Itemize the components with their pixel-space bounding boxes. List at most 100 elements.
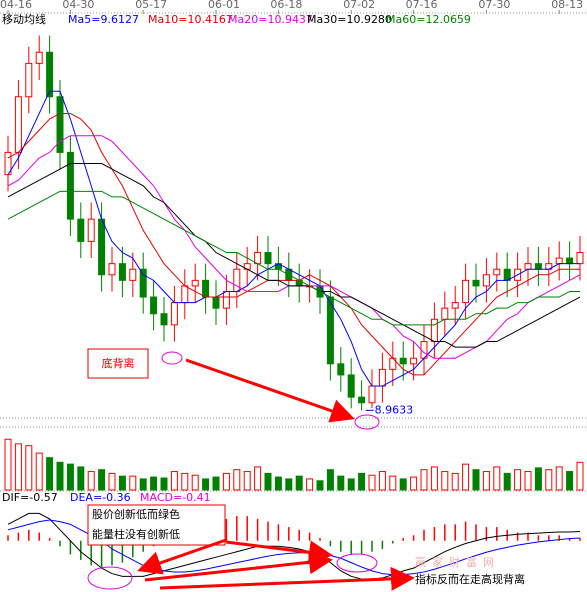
candle-body xyxy=(46,51,54,98)
volume-bar xyxy=(118,475,126,491)
ma-title: 移动均线 xyxy=(2,12,46,26)
candle-body xyxy=(430,318,438,343)
candle-body xyxy=(35,51,43,64)
volume-bar xyxy=(358,472,366,491)
volume-bar xyxy=(555,466,563,491)
candle-body xyxy=(337,363,345,376)
volume-bar xyxy=(46,457,54,491)
annotation: 指标反而在走高现背离 xyxy=(415,572,525,586)
annotation: 底背离 xyxy=(102,356,135,370)
x-tick-label: 06-18 xyxy=(270,0,302,11)
volume-bar xyxy=(160,477,168,491)
volume-bar xyxy=(139,478,147,491)
legend-entry: Ma20=10.9437 xyxy=(228,13,313,26)
volume-bar xyxy=(378,471,386,491)
candle-body xyxy=(139,268,147,298)
ma-line xyxy=(7,90,580,387)
legend-entry: Ma5=9.6127 xyxy=(68,13,139,26)
low-label: 8.9633 xyxy=(375,403,414,416)
volume-bar xyxy=(451,472,459,491)
candle-body xyxy=(98,218,106,276)
annotation: 股价创新低而绿色 xyxy=(92,507,180,521)
volume-bar xyxy=(514,469,522,491)
volume-bar xyxy=(306,478,314,491)
highlight-ellipse xyxy=(354,414,380,430)
ma-line xyxy=(7,190,580,326)
highlight-ellipse xyxy=(87,566,133,590)
volume-bar xyxy=(56,461,64,491)
volume-bar xyxy=(389,475,397,491)
highlight-ellipse xyxy=(161,351,183,365)
volume-bar xyxy=(212,476,220,491)
x-tick-label: 06-01 xyxy=(208,0,240,11)
volume-bar xyxy=(534,467,542,491)
candle-body xyxy=(25,62,33,98)
candle-body xyxy=(170,302,178,326)
volume-bar xyxy=(181,472,189,491)
volume-bar xyxy=(170,471,178,491)
candle-body xyxy=(368,385,376,404)
candle-body xyxy=(326,296,334,365)
volume-bar xyxy=(264,472,272,491)
ma-line xyxy=(7,112,580,376)
candle-body xyxy=(347,374,355,398)
candle-body xyxy=(77,218,85,242)
volume-bar xyxy=(545,469,553,491)
volume-bar xyxy=(316,480,324,491)
volume-bar xyxy=(243,471,251,491)
candle-body xyxy=(87,218,95,242)
x-tick-label: 05-17 xyxy=(135,0,167,11)
candle-body xyxy=(181,285,189,304)
highlight-ellipse xyxy=(336,553,378,573)
volume-bar xyxy=(420,469,428,491)
annotation: 能量柱没有创新低 xyxy=(92,527,180,541)
candle-body xyxy=(555,257,563,265)
volume-bar xyxy=(202,478,210,491)
legend-entry: Ma10=10.4167 xyxy=(148,13,233,26)
volume-bar xyxy=(524,471,532,491)
volume-bar xyxy=(285,478,293,491)
volume-bar xyxy=(35,452,43,491)
candle-body xyxy=(566,257,574,265)
volume-bar xyxy=(254,466,262,491)
x-tick-label: 04-16 xyxy=(0,0,32,11)
candle-body xyxy=(160,313,168,326)
volume-bar xyxy=(295,475,303,491)
volume-bar xyxy=(4,438,12,491)
volume-bar xyxy=(337,475,345,491)
volume-bar xyxy=(493,466,501,491)
volume-bar xyxy=(14,443,22,491)
volume-bar xyxy=(430,466,438,491)
annotation-box xyxy=(87,348,149,379)
volume-bar xyxy=(77,466,85,491)
candle-body xyxy=(14,96,22,153)
candle-body xyxy=(56,96,64,153)
candle-body xyxy=(212,296,220,309)
legend-entry: DIF=-0.57 xyxy=(2,491,58,504)
volume-bar xyxy=(66,463,74,491)
volume-bar xyxy=(274,476,282,491)
candle-body xyxy=(191,279,199,287)
arrow xyxy=(159,566,415,591)
volume-bar xyxy=(482,471,490,491)
arrow xyxy=(185,358,355,423)
candle-body xyxy=(441,307,449,320)
volume-bar xyxy=(462,463,470,491)
candle-body xyxy=(108,263,116,276)
candle-body xyxy=(462,279,470,304)
candle-body xyxy=(378,368,386,387)
arrow xyxy=(144,550,333,582)
x-tick-label: 08-13 xyxy=(551,0,583,11)
volume-bar xyxy=(150,476,158,491)
candle-body xyxy=(410,357,418,365)
ma-line xyxy=(7,163,581,348)
volume-bar xyxy=(347,478,355,491)
volume-bar xyxy=(576,461,584,491)
volume-bar xyxy=(326,469,334,491)
candle-body xyxy=(358,396,366,404)
candle-body xyxy=(451,302,459,309)
volume-bar xyxy=(399,478,407,491)
macd-line xyxy=(7,512,581,580)
